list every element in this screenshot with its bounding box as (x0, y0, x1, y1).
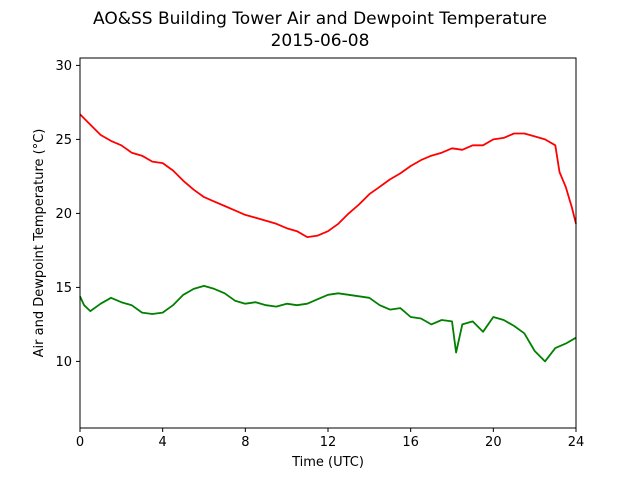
y-tick-label: 30 (55, 59, 72, 74)
x-tick-label: 24 (568, 435, 585, 450)
series-layer (79, 113, 577, 363)
series-line-dewpoint-temperature (79, 284, 577, 363)
y-tick-label: 15 (55, 281, 72, 296)
y-tick-label: 20 (55, 207, 72, 222)
chart-subtitle: 2015-06-08 (271, 31, 370, 51)
x-axis-label: Time (UTC) (291, 455, 364, 470)
x-tick-label: 8 (241, 435, 249, 450)
x-tick-label: 20 (485, 435, 502, 450)
series-line-air-temperature (79, 113, 577, 239)
y-tick-label: 25 (55, 133, 72, 148)
chart-title: AO&SS Building Tower Air and Dewpoint Te… (93, 9, 547, 29)
x-axis: 0 4 8 12 16 20 24 (76, 428, 584, 450)
plot-frame (79, 57, 577, 429)
x-tick-label: 0 (76, 435, 84, 450)
x-tick-label: 4 (159, 435, 167, 450)
x-tick-label: 16 (402, 435, 419, 450)
x-tick-label: 12 (320, 435, 337, 450)
y-axis-label: Air and Dewpoint Temperature (°C) (32, 129, 47, 358)
y-axis: 10 15 20 25 30 (55, 59, 80, 370)
y-tick-label: 10 (55, 355, 72, 370)
